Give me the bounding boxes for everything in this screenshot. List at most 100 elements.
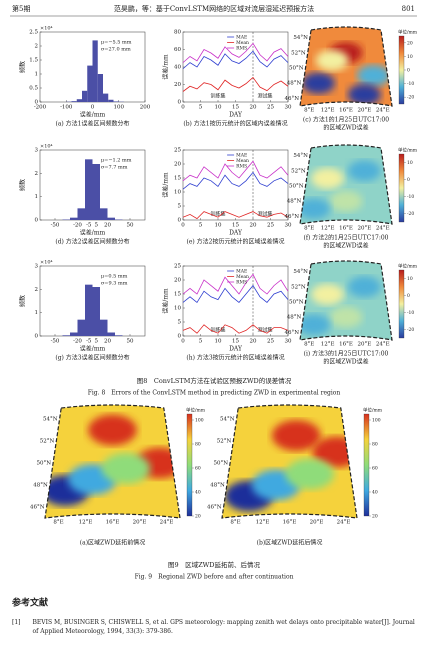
- legend-label: MAE: [236, 35, 247, 41]
- colorbar-tick-label: -10: [407, 310, 414, 316]
- x-tick-label: -5: [86, 223, 92, 229]
- annotation: 训练集: [210, 211, 225, 218]
- histogram-bar: [77, 319, 85, 336]
- colorbar-tick-label: 10: [407, 276, 413, 282]
- lon-label: 20°E: [133, 520, 147, 526]
- legend-label: RMS: [236, 164, 247, 170]
- colorbar-tick-label: 60: [372, 466, 378, 472]
- histogram-bar: [92, 287, 100, 336]
- histogram-bar: [92, 164, 100, 220]
- colorbar-tick-label: -20: [407, 327, 414, 333]
- lat-label: 46°N: [207, 505, 222, 511]
- x-axis-label: 误差/mm: [80, 111, 106, 119]
- series-line: [182, 50, 289, 70]
- histogram-bar: [115, 335, 123, 336]
- panel-caption: (e) 方法2按历元统计的区域误差情况: [187, 238, 285, 246]
- colorbar-title: 单位/mm: [363, 407, 383, 414]
- annotation: 训练集: [210, 327, 225, 334]
- lat-label: 48°N: [287, 81, 302, 87]
- annotation: 测试集: [257, 327, 272, 334]
- lat-label: 52°N: [217, 439, 232, 445]
- lat-label: 54°N: [293, 269, 308, 275]
- colorbar-tick-label: 10: [407, 54, 413, 60]
- ref-index: [1]: [12, 619, 21, 626]
- panel-caption: 的区域ZWD误差: [323, 124, 368, 132]
- y-tick-label: 3: [35, 264, 39, 270]
- colorbar-tick-label: 40: [195, 490, 201, 496]
- colorbar-tick-label: 60: [195, 466, 201, 472]
- colorbar: [398, 269, 405, 339]
- map-blob: [347, 160, 381, 182]
- y-tick-label: 20: [174, 162, 181, 168]
- histogram-bar: [103, 93, 109, 102]
- x-tick-label: -5: [86, 339, 92, 345]
- x-tick-label: 25: [267, 339, 274, 345]
- histogram-bar: [100, 319, 108, 336]
- map-blob: [347, 83, 381, 106]
- issue: 第5期: [12, 4, 30, 13]
- legend-label: Mean: [236, 40, 249, 46]
- lon-label: 8°E: [304, 226, 314, 232]
- y-tick-label: 20: [174, 82, 181, 88]
- x-tick-label: 30: [285, 223, 292, 229]
- histogram-bar: [82, 90, 88, 102]
- lat-label: 52°N: [291, 168, 306, 174]
- map-border: [221, 404, 358, 519]
- lat-label: 52°N: [291, 284, 306, 290]
- map-blob: [357, 64, 391, 87]
- map-blob: [315, 49, 349, 72]
- x-axis-label: 误差/mm: [80, 229, 106, 237]
- lat-label: 48°N: [210, 483, 225, 489]
- x-tick-label: 15: [232, 223, 239, 229]
- colorbar: [398, 153, 405, 223]
- lon-label: 16°E: [339, 108, 353, 114]
- y-tick-label: 1: [35, 310, 39, 316]
- lon-label: 12°E: [321, 226, 335, 232]
- y-tick-label: 15: [174, 176, 181, 182]
- section-title: 参考文献: [12, 597, 48, 609]
- x-tick-label: 10: [215, 105, 222, 111]
- panel-caption: (g) 方法3误差区间频数分布: [55, 354, 129, 362]
- lat-label: 50°N: [289, 300, 304, 306]
- histogram-bar: [62, 335, 70, 336]
- y-axis-label: 频数: [19, 295, 27, 307]
- map-border: [299, 26, 393, 107]
- map-blob: [311, 283, 345, 306]
- histogram-bar: [70, 217, 78, 220]
- x-tick-label: 10: [215, 339, 222, 345]
- colorbar-tick-label: 80: [195, 442, 201, 448]
- histogram-bar: [107, 332, 115, 336]
- colorbar: [186, 413, 193, 517]
- y-tick-label: 0.5: [29, 86, 38, 92]
- x-tick-label: 30: [285, 339, 292, 345]
- lat-label: 50°N: [214, 461, 229, 467]
- figure-caption-en: Fig. 8 Errors of the ConvLSTM method in …: [88, 390, 341, 397]
- colorbar-tick-label: 80: [372, 442, 378, 448]
- y-tick-label: 15: [174, 292, 181, 298]
- histogram-bar: [87, 65, 93, 102]
- histogram-bar: [71, 101, 77, 102]
- lon-label: 20°E: [358, 108, 372, 114]
- x-tick-label: 0: [181, 223, 185, 229]
- lon-label: 12°E: [256, 520, 270, 526]
- colorbar-tick-label: 0: [407, 293, 410, 299]
- lat-label: 50°N: [37, 461, 52, 467]
- map-blob: [311, 167, 345, 190]
- lat-label: 50°N: [289, 184, 304, 190]
- map-field: [300, 261, 392, 340]
- histogram-bar: [107, 217, 115, 220]
- x-tick-label: -50: [51, 223, 60, 229]
- y-tick-label: 0: [178, 218, 182, 224]
- lon-label: 16°E: [339, 342, 353, 348]
- lon-label: 12°E: [321, 108, 335, 114]
- legend-text: σ=7.7 mm: [101, 165, 128, 171]
- panel-caption: 的区域ZWD误差: [323, 242, 368, 250]
- x-tick-label: 20: [250, 223, 257, 229]
- figure-caption-en: Fig. 9 Regional ZWD before and after con…: [135, 574, 294, 581]
- lat-label: 46°N: [285, 330, 300, 336]
- panel-caption: (a)区域ZWD延拓前情况: [80, 539, 145, 547]
- series-line: [182, 42, 289, 63]
- lon-label: 24°E: [160, 520, 174, 526]
- x-tick-label: 20: [104, 339, 111, 345]
- y-tick-label: 2: [35, 44, 39, 50]
